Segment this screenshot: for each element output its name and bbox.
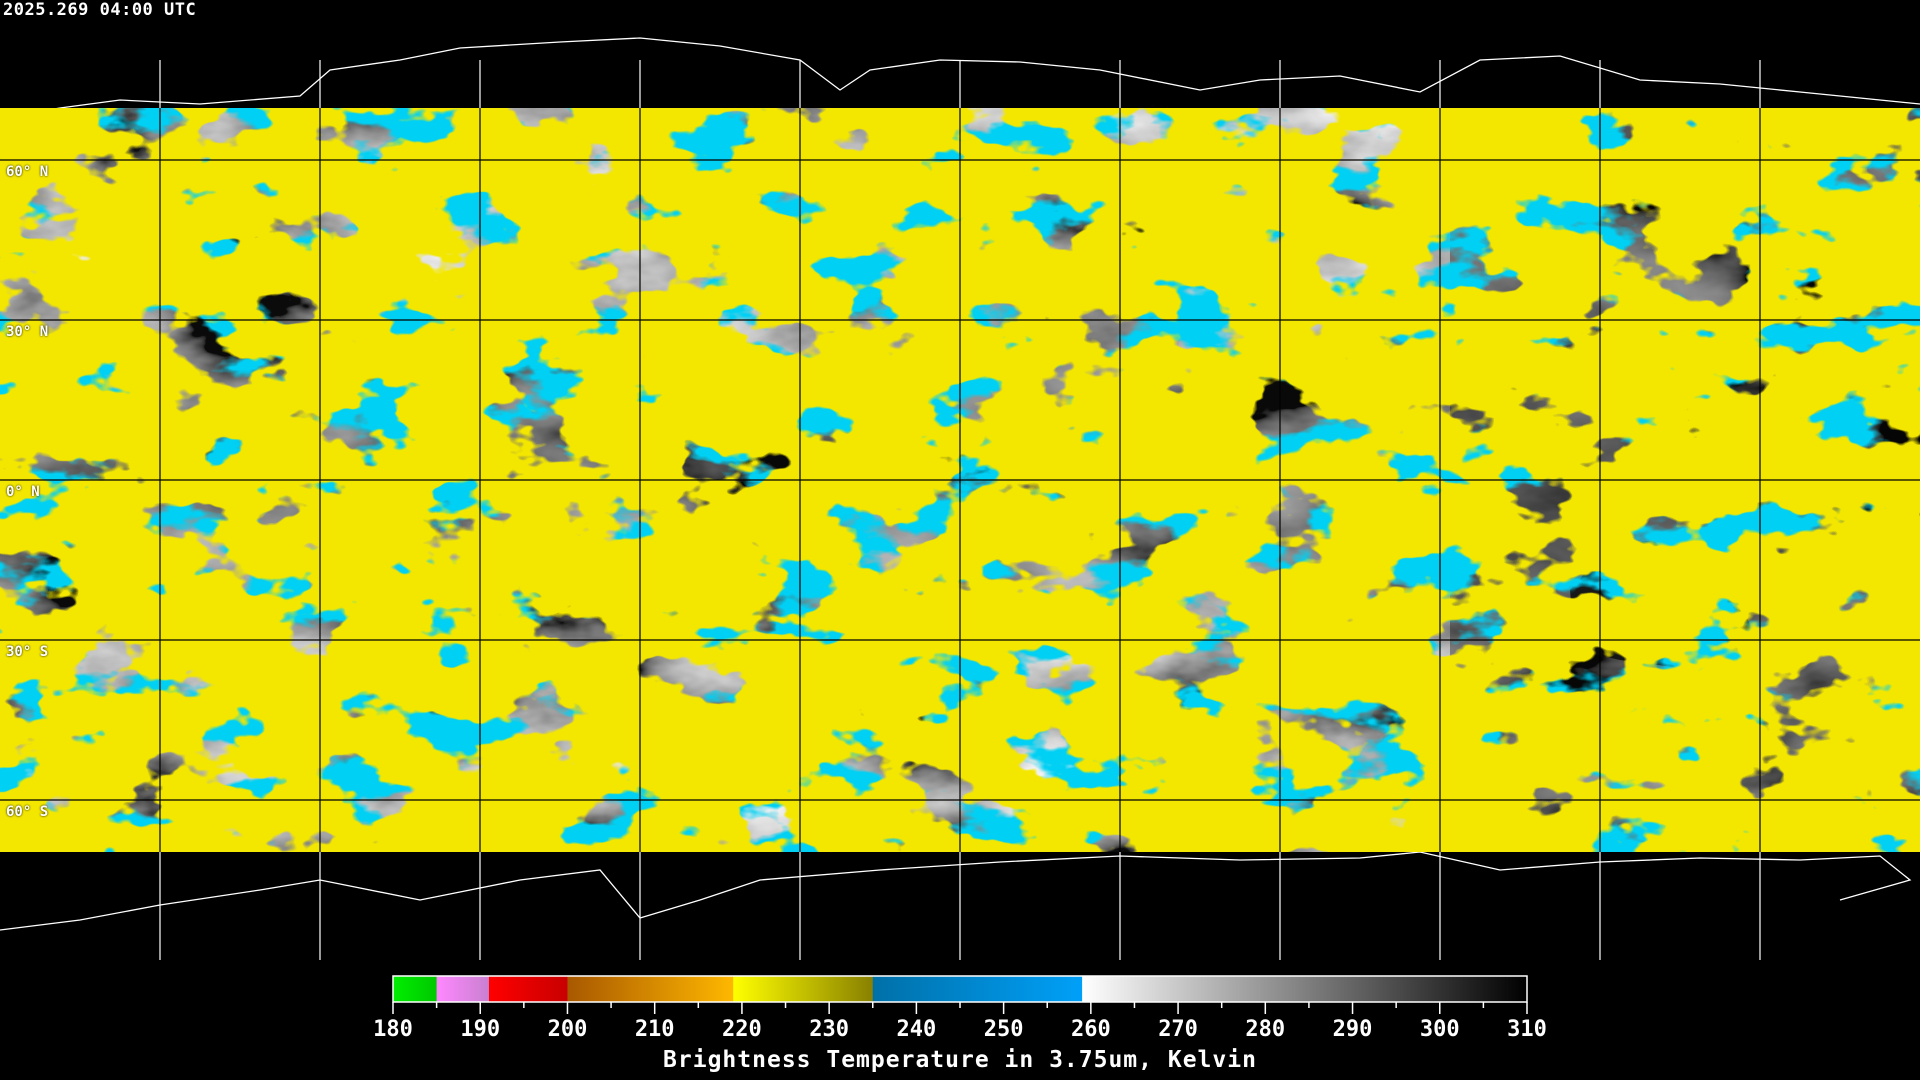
colorbar-tick-label: 230 bbox=[809, 1017, 849, 1042]
satellite-map bbox=[0, 37, 1920, 960]
colorbar-segment bbox=[567, 976, 734, 1002]
antarctic-coastline bbox=[0, 851, 1912, 931]
arctic-coastline bbox=[0, 37, 1920, 119]
colorbar: 180 190 200 210 220 230 240 250 260 270 280 290 300 3… bbox=[373, 975, 1547, 1042]
colorbar-segment bbox=[1082, 976, 1528, 1002]
colorbar-tick-label: 300 bbox=[1420, 1017, 1460, 1042]
colorbar-title: Brightness Temperature in 3.75um, Kelvin bbox=[663, 1047, 1257, 1073]
colorbar-tick-label: 210 bbox=[635, 1017, 675, 1042]
grid-over-data bbox=[0, 108, 1920, 852]
colorbar-tick-label: 250 bbox=[984, 1017, 1024, 1042]
colorbar-tick-label: 190 bbox=[460, 1017, 500, 1042]
colorbar-segment bbox=[488, 976, 568, 1002]
colorbar-tick-label: 290 bbox=[1333, 1017, 1373, 1042]
colorbar-segment bbox=[733, 976, 874, 1002]
colorbar-tick-label: 270 bbox=[1158, 1017, 1198, 1042]
colorbar-tick-label: 310 bbox=[1507, 1017, 1547, 1042]
lat-label-60s: 60° S bbox=[6, 804, 49, 820]
colorbar-tick-label: 180 bbox=[373, 1017, 413, 1042]
colorbar-tick-label: 200 bbox=[548, 1017, 588, 1042]
colorbar-tick-label: 280 bbox=[1245, 1017, 1285, 1042]
colorbar-segment bbox=[872, 976, 1083, 1002]
lat-label-0n: 0° N bbox=[6, 484, 40, 500]
lat-label-60n: 60° N bbox=[6, 164, 49, 180]
colorbar-segment bbox=[436, 976, 490, 1002]
colorbar-tick-label: 240 bbox=[897, 1017, 937, 1042]
lat-label-30s: 30° S bbox=[6, 644, 49, 660]
colorbar-tick-label: 220 bbox=[722, 1017, 762, 1042]
timestamp: 2025.269 04:00 UTC bbox=[3, 0, 197, 20]
colorbar-tick-label: 260 bbox=[1071, 1017, 1111, 1042]
colorbar-segment bbox=[393, 976, 438, 1002]
lat-label-30n: 30° N bbox=[6, 324, 49, 340]
